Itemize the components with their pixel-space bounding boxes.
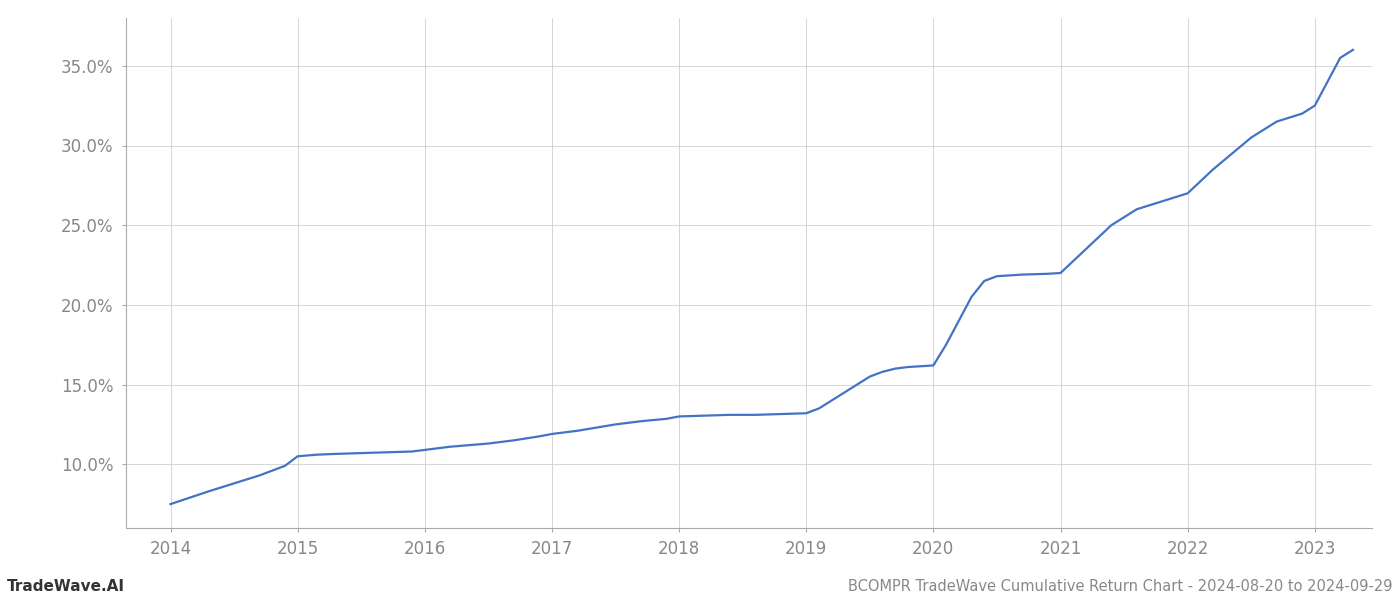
Text: BCOMPR TradeWave Cumulative Return Chart - 2024-08-20 to 2024-09-29: BCOMPR TradeWave Cumulative Return Chart…: [848, 579, 1393, 594]
Text: TradeWave.AI: TradeWave.AI: [7, 579, 125, 594]
